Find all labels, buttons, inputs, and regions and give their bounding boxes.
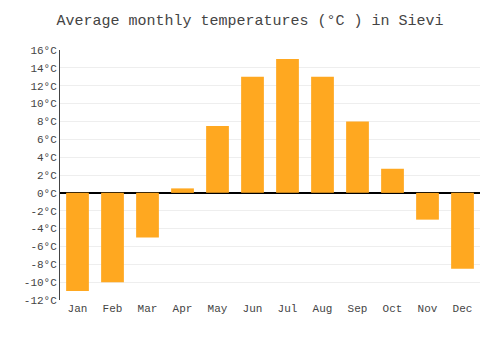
- svg-text:May: May: [208, 303, 228, 315]
- svg-text:Aug: Aug: [313, 303, 333, 315]
- svg-text:0°C: 0°C: [37, 188, 57, 200]
- svg-text:Oct: Oct: [383, 303, 403, 315]
- svg-text:Average monthly temperatures (: Average monthly temperatures (°C ) in Si…: [56, 13, 443, 30]
- svg-text:-2°C: -2°C: [30, 206, 57, 218]
- svg-text:14°C: 14°C: [30, 63, 57, 75]
- svg-text:Dec: Dec: [453, 303, 473, 315]
- svg-text:-6°C: -6°C: [30, 241, 57, 253]
- svg-text:16°C: 16°C: [30, 45, 57, 57]
- svg-text:Jan: Jan: [68, 303, 88, 315]
- svg-text:6°C: 6°C: [37, 134, 57, 146]
- svg-text:12°C: 12°C: [30, 81, 57, 93]
- svg-text:10°C: 10°C: [30, 98, 57, 110]
- svg-text:8°C: 8°C: [37, 116, 57, 128]
- svg-text:4°C: 4°C: [37, 152, 57, 164]
- svg-text:Mar: Mar: [138, 303, 158, 315]
- svg-text:-4°C: -4°C: [30, 223, 57, 235]
- svg-text:Feb: Feb: [103, 303, 123, 315]
- svg-text:Nov: Nov: [418, 303, 438, 315]
- svg-text:Sep: Sep: [348, 303, 368, 315]
- svg-text:Jul: Jul: [278, 303, 298, 315]
- svg-text:-8°C: -8°C: [30, 259, 57, 271]
- svg-text:Apr: Apr: [173, 303, 193, 315]
- svg-text:Jun: Jun: [243, 303, 263, 315]
- svg-text:-12°C: -12°C: [24, 295, 57, 307]
- svg-text:-10°C: -10°C: [24, 277, 57, 289]
- svg-text:2°C: 2°C: [37, 170, 57, 182]
